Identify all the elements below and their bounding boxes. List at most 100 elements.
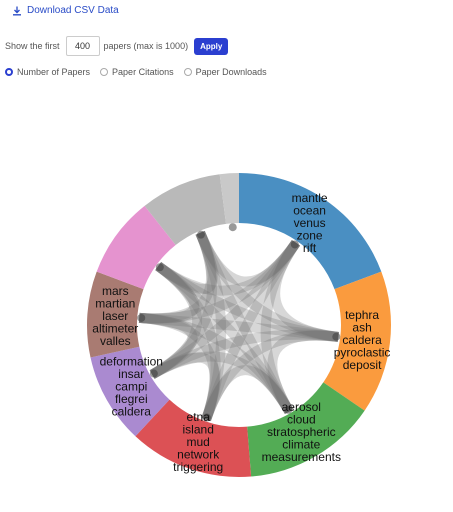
chord-link-g3-g8 [195, 230, 294, 414]
chord-link-g7-g8 [155, 230, 218, 294]
chord-link-g4-g6 [138, 312, 220, 422]
chord-link-g2-g4 [201, 330, 339, 422]
chord-node-g7 [155, 263, 164, 272]
chord-term: cloud [287, 413, 316, 427]
chord-term: rift [303, 241, 317, 255]
paper-count-controls: Show the first papers (max is 1000) Appl… [5, 36, 229, 56]
chord-arc-g2[interactable] [323, 271, 391, 411]
chord-term: triggering [173, 460, 223, 474]
chord-term: mars [102, 284, 129, 298]
chord-term: venus [294, 216, 326, 230]
chord-term: deposit [343, 358, 382, 372]
chord-link-g3-g7 [155, 262, 294, 414]
chord-term: aerosol [282, 400, 321, 414]
chord-term: caldera [112, 404, 152, 418]
chord-arc-g3[interactable] [247, 382, 365, 477]
chord-term: valles [100, 334, 131, 348]
chord-link-g6-g7 [138, 262, 200, 324]
chord-link-g1-g7 [155, 239, 301, 296]
chord-link-g5-g8 [149, 230, 218, 379]
chord-link-g2-g3 [267, 330, 339, 414]
chord-link-g1-g4 [201, 239, 301, 422]
metric-option-papers[interactable]: Number of Papers [5, 67, 90, 77]
chord-link-g5-g7 [149, 262, 203, 379]
chord-arc-g8[interactable] [144, 174, 227, 246]
chord-term: insar [118, 367, 144, 381]
metric-radio-group: Number of Papers Paper Citations Paper D… [5, 67, 267, 77]
chord-term: mantle [292, 191, 328, 205]
chord-link-g2-g8 [195, 230, 339, 342]
chord-node-g1 [290, 240, 299, 249]
chord-term: deformation [100, 354, 163, 368]
chord-term: climate [282, 438, 320, 452]
chord-node-g6 [137, 313, 146, 322]
metric-option-label: Paper Citations [112, 67, 174, 77]
chord-term: stratospheric [267, 425, 336, 439]
chord-link-g2-g7 [155, 262, 339, 342]
download-label: Download CSV Data [27, 5, 119, 16]
metric-option-label: Number of Papers [17, 67, 91, 77]
chord-link-g1-g2 [270, 239, 339, 342]
chord-link-g4-g8 [195, 230, 227, 422]
chord-term: campi [115, 379, 147, 393]
chord-term: pyroclastic [334, 345, 391, 359]
download-csv-link[interactable]: Download CSV Data [12, 5, 119, 16]
chord-link-g2-g6 [138, 312, 339, 342]
chord-term: mud [187, 435, 210, 449]
chord-link-g2-g5 [149, 329, 339, 379]
chord-node-g9 [228, 223, 237, 232]
chord-arc-g4[interactable] [135, 399, 252, 477]
chord-term: martian [95, 297, 135, 311]
chord-term: ash [352, 320, 371, 334]
chord-label-g3: aerosol cloud stratospheric climate measurem… [262, 400, 341, 464]
chord-label-g2: tephra ash caldera pyroclastic deposit [334, 308, 391, 372]
chord-term: tephra [345, 308, 379, 322]
chord-link-g1-g5 [149, 239, 301, 379]
chord-term: laser [102, 309, 128, 323]
chord-arc-g7[interactable] [96, 205, 176, 290]
radio-indicator[interactable] [100, 68, 109, 76]
chord-link-g3-g6 [138, 312, 294, 414]
chord-arc-g1[interactable] [239, 173, 382, 290]
radio-indicator[interactable] [5, 68, 13, 76]
chord-node-g3 [284, 405, 293, 414]
chord-label-g6: mars martian laser altimeter valles [92, 284, 138, 348]
chord-link-g6-g8 [138, 230, 216, 324]
metric-option-citations[interactable]: Paper Citations [100, 67, 174, 77]
chord-node-g5 [149, 369, 158, 378]
chord-link-g1-g3 [260, 239, 301, 414]
paper-count-input[interactable] [65, 36, 100, 56]
chord-label-g4: etna island mud network triggering [173, 410, 223, 474]
chord-arc-g5[interactable] [90, 346, 170, 437]
chord-link-g1-g6 [138, 239, 301, 324]
apply-button[interactable]: Apply [194, 37, 229, 55]
chord-term: flegrei [115, 392, 148, 406]
chord-term: caldera [342, 333, 382, 347]
chord-arc-g9[interactable] [219, 173, 239, 224]
chord-node-g2 [332, 332, 341, 341]
chord-arcs [86, 173, 391, 477]
show-first-label: Show the first [5, 41, 60, 51]
max-papers-label: papers (max is 1000) [103, 41, 189, 51]
metric-option-downloads[interactable]: Paper Downloads [183, 67, 267, 77]
chord-term: measurements [262, 450, 341, 464]
chord-link-g3-g5 [149, 351, 294, 414]
chord-link-g4-g5 [149, 352, 221, 422]
chord-term: ocean [293, 204, 326, 218]
chord-link-g4-g7 [155, 262, 221, 422]
chord-label-g1: mantle ocean venus zone rift [292, 191, 328, 255]
download-icon [12, 6, 22, 16]
chord-term: etna [187, 410, 211, 424]
chord-label-g5: deformation insar campi flegrei caldera [100, 354, 163, 418]
chord-node-g8 [196, 230, 205, 239]
chord-node-g4 [202, 413, 211, 422]
radio-indicator[interactable] [183, 68, 192, 76]
chord-arc-g6[interactable] [86, 271, 144, 358]
chord-link-g3-g4 [201, 365, 294, 422]
chord-inner-disc [137, 223, 341, 427]
chord-link-g5-g6 [138, 312, 198, 379]
chord-term: island [183, 423, 214, 437]
chord-term: zone [297, 229, 323, 243]
